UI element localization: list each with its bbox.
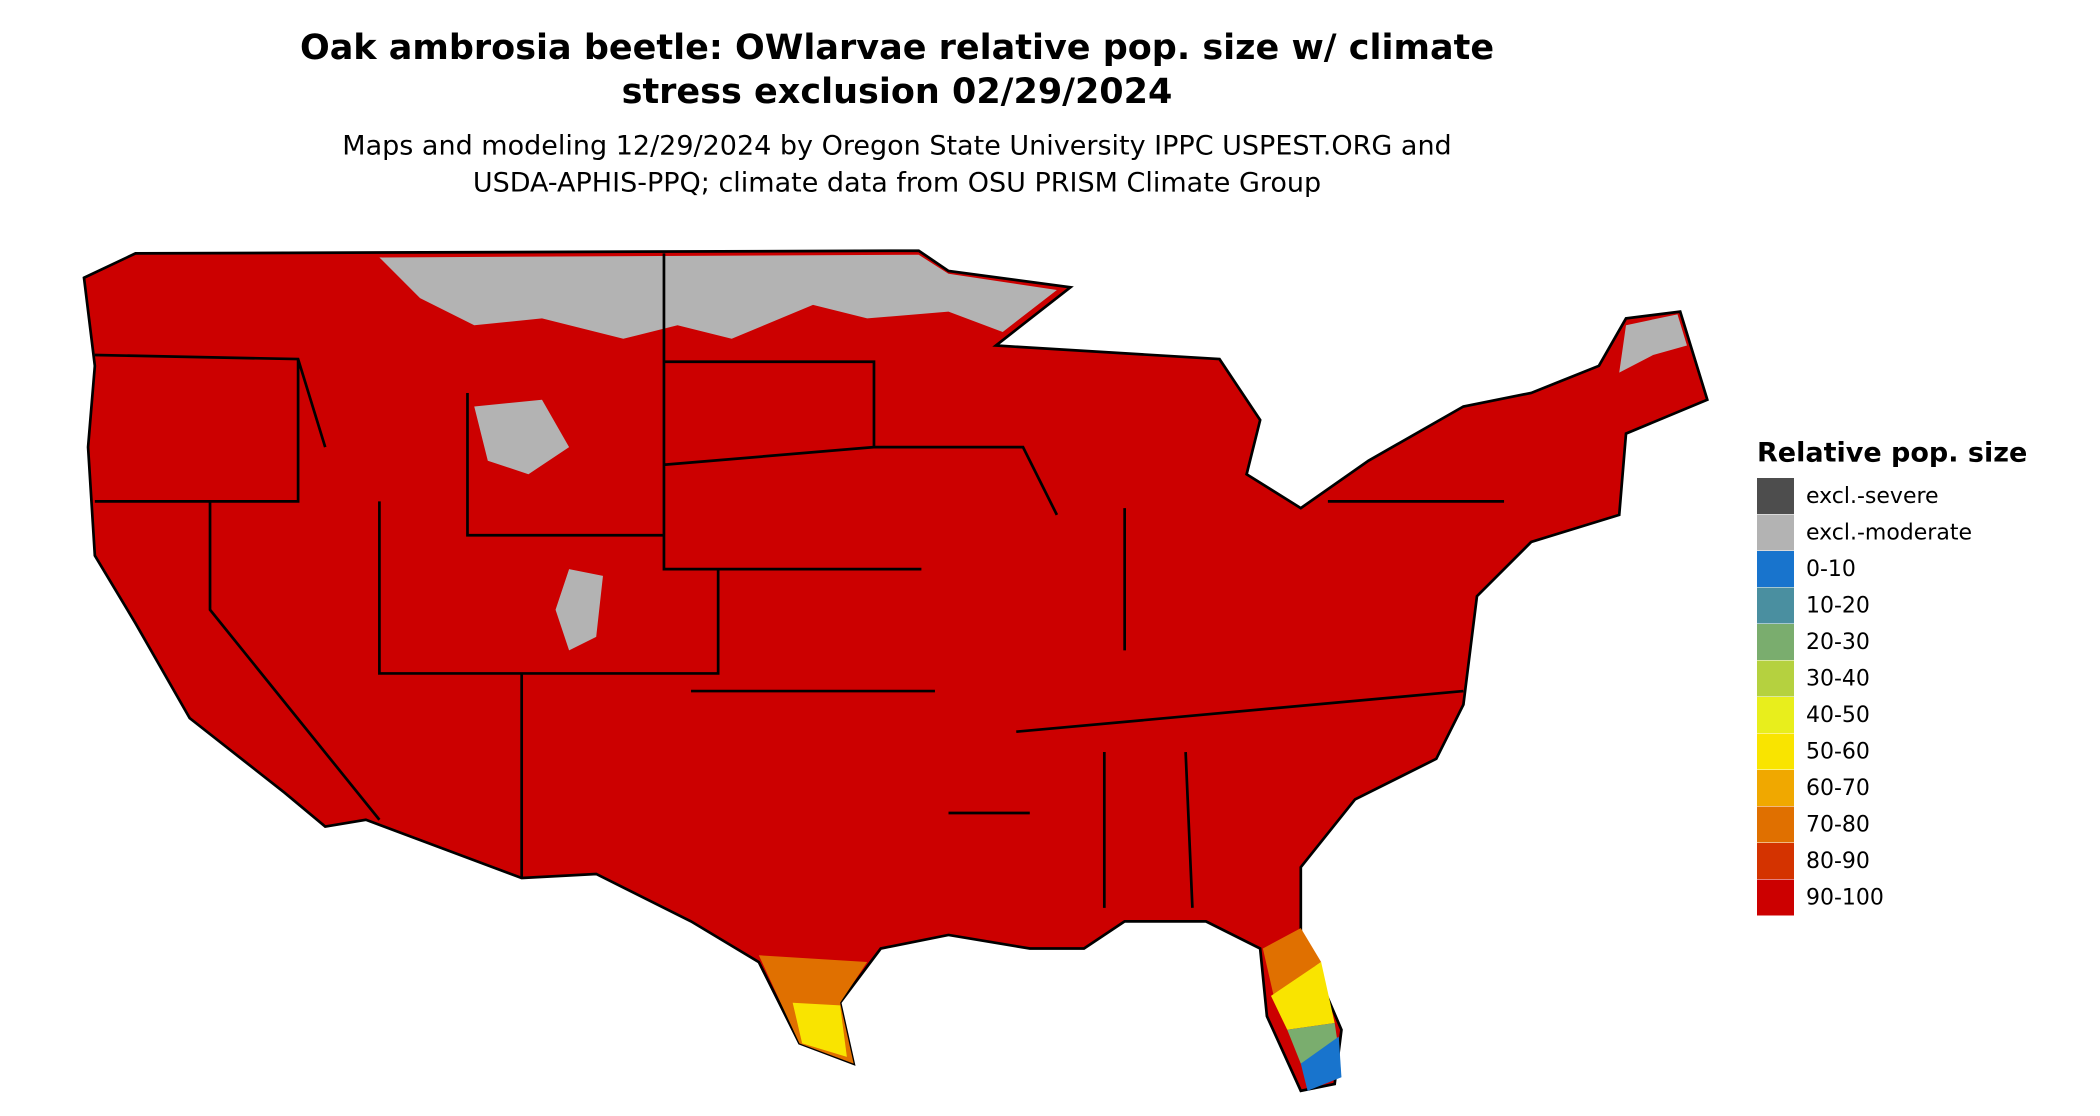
legend-label: 10-20 [1806,594,1870,619]
legend-label: 40-50 [1806,703,1870,728]
legend-swatch [1757,733,1794,770]
legend-swatch [1757,624,1794,660]
us-outline [82,249,1709,1093]
legend-swatch [1757,551,1794,587]
state-borders [94,253,1505,908]
excl-moderate-north [379,254,1057,339]
excl-moderate-maine [1619,314,1687,373]
legend: Relative pop. size excl.-severe excl.-mod… [1757,438,2027,916]
florida-blue [1300,1036,1342,1091]
legend-swatch [1757,806,1794,843]
texas-tip [792,1002,847,1057]
legend-label: excl.-moderate [1806,521,1972,546]
excl-moderate-rockies [474,399,603,651]
title: Oak ambrosia beetle: OWlarvae relative p… [300,28,1494,68]
legend-label: 50-60 [1806,740,1870,765]
title: stress exclusion 02/29/2024 [622,72,1173,112]
map [82,249,1709,1093]
legend-swatch [1757,587,1794,624]
florida-orange [1262,928,1322,996]
legend-swatch [1757,514,1794,551]
legend-label: 0-10 [1806,557,1856,582]
legend-swatch [1757,770,1794,806]
legend-label: 90-100 [1806,886,1884,911]
legend-swatch [1757,697,1794,733]
legend-title: Relative pop. size [1757,438,2027,469]
legend-label: 20-30 [1806,630,1870,655]
legend-swatch [1757,843,1794,879]
legend-label: 60-70 [1806,776,1870,801]
subtitle: Maps and modeling 12/29/2024 by Oregon S… [342,131,1451,162]
subtitle: USDA-APHIS-PPQ; climate data from OSU PR… [473,168,1321,199]
legend-swatch [1757,660,1794,697]
florida-yellow [1270,962,1335,1030]
legend-label: excl.-severe [1806,484,1939,509]
legend-swatch [1757,879,1794,916]
legend-label: 30-40 [1806,667,1870,692]
legend-swatch [1757,478,1794,514]
legend-label: 80-90 [1806,849,1870,874]
legend-label: 70-80 [1806,813,1870,838]
